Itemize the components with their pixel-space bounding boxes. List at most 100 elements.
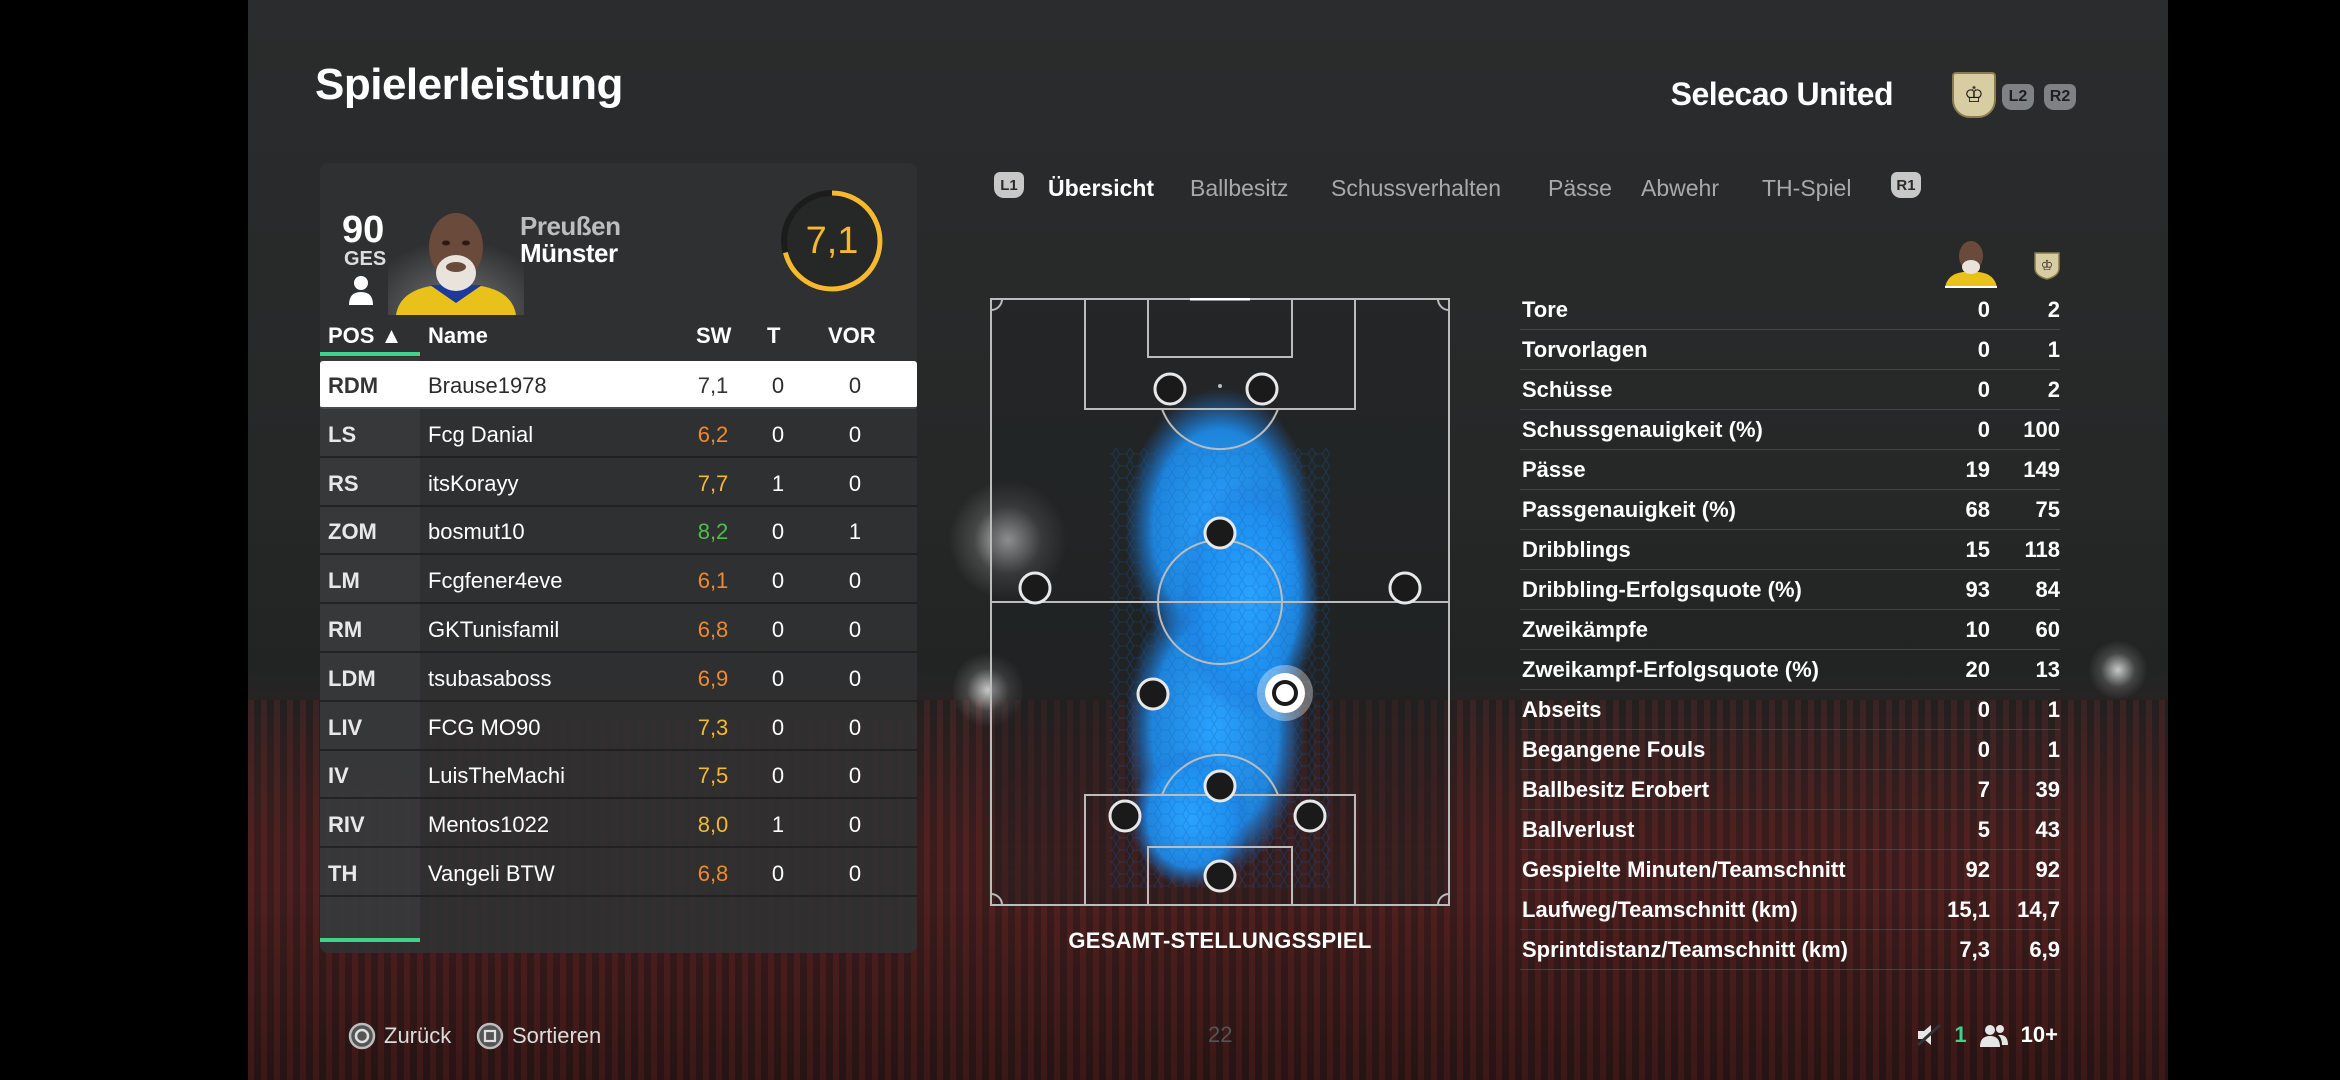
speaker-muted-icon[interactable] bbox=[1916, 1023, 1942, 1047]
stat-label: Abseits bbox=[1522, 697, 1602, 722]
player-row[interactable]: LIV FCG MO90 7,3 0 0 bbox=[320, 703, 917, 751]
player-assists: 1 bbox=[848, 519, 862, 545]
sort-indicator bbox=[320, 352, 420, 356]
stats-table: Tore 0 2 Torvorlagen 0 1 Schüsse 0 2 Schussgenaui… bbox=[1520, 290, 2060, 970]
player-rating: 7,1 bbox=[697, 373, 729, 398]
tab-overview[interactable]: Übersicht bbox=[1048, 175, 1155, 201]
sort-button[interactable]: Sortieren bbox=[476, 1022, 601, 1050]
stat-team-value: 100 bbox=[2023, 417, 2060, 442]
stat-player-value: 15 bbox=[1965, 537, 1990, 562]
stat-player-value: 0 bbox=[1977, 297, 1990, 322]
r1-button-icon[interactable]: R1 bbox=[1891, 172, 1921, 198]
player-position: LM bbox=[328, 568, 360, 594]
mic-count: 1 bbox=[1954, 1022, 1967, 1047]
team-column-crest: ♔ bbox=[2034, 252, 2060, 280]
player-goals: 0 bbox=[771, 714, 785, 740]
player-goals: 0 bbox=[771, 763, 785, 789]
stat-player-value: 0 bbox=[1977, 417, 1990, 442]
player-row[interactable]: TH Vangeli BTW 6,8 0 0 bbox=[320, 849, 917, 897]
stat-player-value: 68 bbox=[1965, 497, 1990, 522]
tab-abwehr[interactable]: Abwehr bbox=[1641, 175, 1719, 201]
l1-button-icon[interactable]: L1 bbox=[994, 172, 1024, 198]
player-position: RS bbox=[328, 470, 359, 496]
selected-player-card: 90 GES bbox=[320, 163, 917, 315]
player-rating: 6,9 bbox=[697, 665, 729, 691]
stat-team-value: 39 bbox=[2035, 777, 2060, 802]
players-icon[interactable] bbox=[1979, 1023, 2009, 1047]
circle-button-icon bbox=[348, 1022, 376, 1050]
player-goals: 1 bbox=[771, 812, 785, 838]
stat-team-value: 118 bbox=[2024, 537, 2061, 562]
player-row[interactable]: RDM Brause1978 7,1 0 0 bbox=[320, 361, 917, 409]
tab-ballbesitz[interactable]: Ballbesitz bbox=[1190, 175, 1289, 201]
player-position: LS bbox=[328, 421, 357, 447]
player-position: IV bbox=[328, 763, 349, 789]
sort-label: Sortieren bbox=[512, 1023, 602, 1048]
player-rating: 8,2 bbox=[697, 519, 729, 545]
tab-th-spiel[interactable]: TH-Spiel bbox=[1762, 175, 1852, 201]
header-sw[interactable]: SW bbox=[696, 323, 732, 348]
player-marker bbox=[1293, 799, 1327, 833]
page-number: 22 bbox=[1208, 1022, 1233, 1047]
stat-row: Abseits 0 1 bbox=[1520, 690, 2060, 730]
player-row[interactable]: LDM tsubasaboss 6,9 0 0 bbox=[320, 654, 917, 702]
player-marker bbox=[1245, 372, 1279, 406]
match-rating-ring bbox=[781, 190, 883, 292]
r2-button-icon[interactable]: R2 bbox=[2044, 84, 2076, 110]
position-column bbox=[320, 357, 420, 942]
stat-team-value: 6,9 bbox=[2029, 937, 2060, 962]
l2-button-icon[interactable]: L2 bbox=[2002, 84, 2034, 110]
stat-row: Sprintdistanz/Teamschnitt (km) 7,3 6,9 bbox=[1520, 930, 2060, 970]
player-row[interactable]: ZOM bosmut10 8,2 0 1 bbox=[320, 507, 917, 556]
team-crest: ♔ bbox=[1952, 72, 1996, 118]
stat-row: Begangene Fouls 0 1 bbox=[1520, 730, 2060, 770]
stat-player-value: 19 bbox=[1965, 457, 1990, 482]
player-assists: 0 bbox=[848, 421, 862, 447]
tab-schussverhalten[interactable]: Schussverhalten bbox=[1331, 175, 1502, 201]
stat-team-value: 75 bbox=[2035, 497, 2060, 522]
overall-label: GES bbox=[344, 248, 387, 270]
player-assists: 0 bbox=[848, 861, 862, 886]
player-row[interactable]: LM Fcgfener4eve 6,1 0 0 bbox=[320, 556, 917, 605]
player-assists: 0 bbox=[848, 568, 862, 594]
stat-player-value: 0 bbox=[1977, 377, 1990, 402]
player-marker bbox=[1136, 677, 1170, 711]
stat-label: Passgenauigkeit (%) bbox=[1522, 497, 1736, 522]
player-marker bbox=[1108, 799, 1142, 833]
header-pos[interactable]: POS ▲ bbox=[328, 323, 403, 348]
player-name: Fcg Danial bbox=[428, 421, 534, 447]
player-row[interactable]: RM GKTunisfamil 6,8 0 0 bbox=[320, 605, 917, 653]
stat-team-value: 13 bbox=[2035, 657, 2060, 682]
player-position: LIV bbox=[328, 714, 363, 740]
player-assists: 0 bbox=[848, 470, 862, 496]
stat-player-value: 10 bbox=[1965, 617, 1990, 642]
player-assists: 0 bbox=[848, 665, 862, 691]
player-assists: 0 bbox=[848, 812, 862, 838]
stat-label: Schüsse bbox=[1522, 377, 1613, 402]
player-row[interactable]: RIV Mentos1022 8,0 1 0 bbox=[320, 800, 917, 849]
player-row[interactable]: IV LuisTheMachi 7,5 0 0 bbox=[320, 751, 917, 800]
svg-text:♔: ♔ bbox=[2041, 258, 2054, 274]
table-header: POS ▲ Name SW T VOR bbox=[320, 315, 917, 357]
back-button[interactable]: Zurück bbox=[348, 1022, 451, 1050]
player-row[interactable]: LS Fcg Danial 6,2 0 0 bbox=[320, 410, 917, 458]
header-name[interactable]: Name bbox=[428, 323, 488, 348]
stat-label: Begangene Fouls bbox=[1522, 737, 1706, 762]
header-vor[interactable]: VOR bbox=[828, 323, 876, 348]
floodlight bbox=[2088, 640, 2148, 700]
stat-label: Tore bbox=[1522, 297, 1569, 322]
header-t[interactable]: T bbox=[767, 323, 781, 348]
stat-row: Passgenauigkeit (%) 68 75 bbox=[1520, 490, 2060, 530]
party-status: 1 10+ bbox=[1916, 1022, 2058, 1048]
player-row[interactable]: RS itsKorayy 7,7 1 0 bbox=[320, 459, 917, 507]
stat-team-value: 1 bbox=[2047, 337, 2060, 362]
player-name: Mentos1022 bbox=[428, 812, 550, 838]
stat-player-value: 92 bbox=[1965, 857, 1990, 882]
stat-label: Pässe bbox=[1522, 457, 1586, 482]
team-name: Selecao United bbox=[1670, 76, 1894, 112]
player-avatar bbox=[388, 207, 524, 315]
club-name-line2: Münster bbox=[520, 238, 618, 269]
stat-label: Torvorlagen bbox=[1522, 337, 1648, 362]
tab-paesse[interactable]: Pässe bbox=[1548, 175, 1612, 201]
stat-team-value: 84 bbox=[2035, 577, 2060, 602]
